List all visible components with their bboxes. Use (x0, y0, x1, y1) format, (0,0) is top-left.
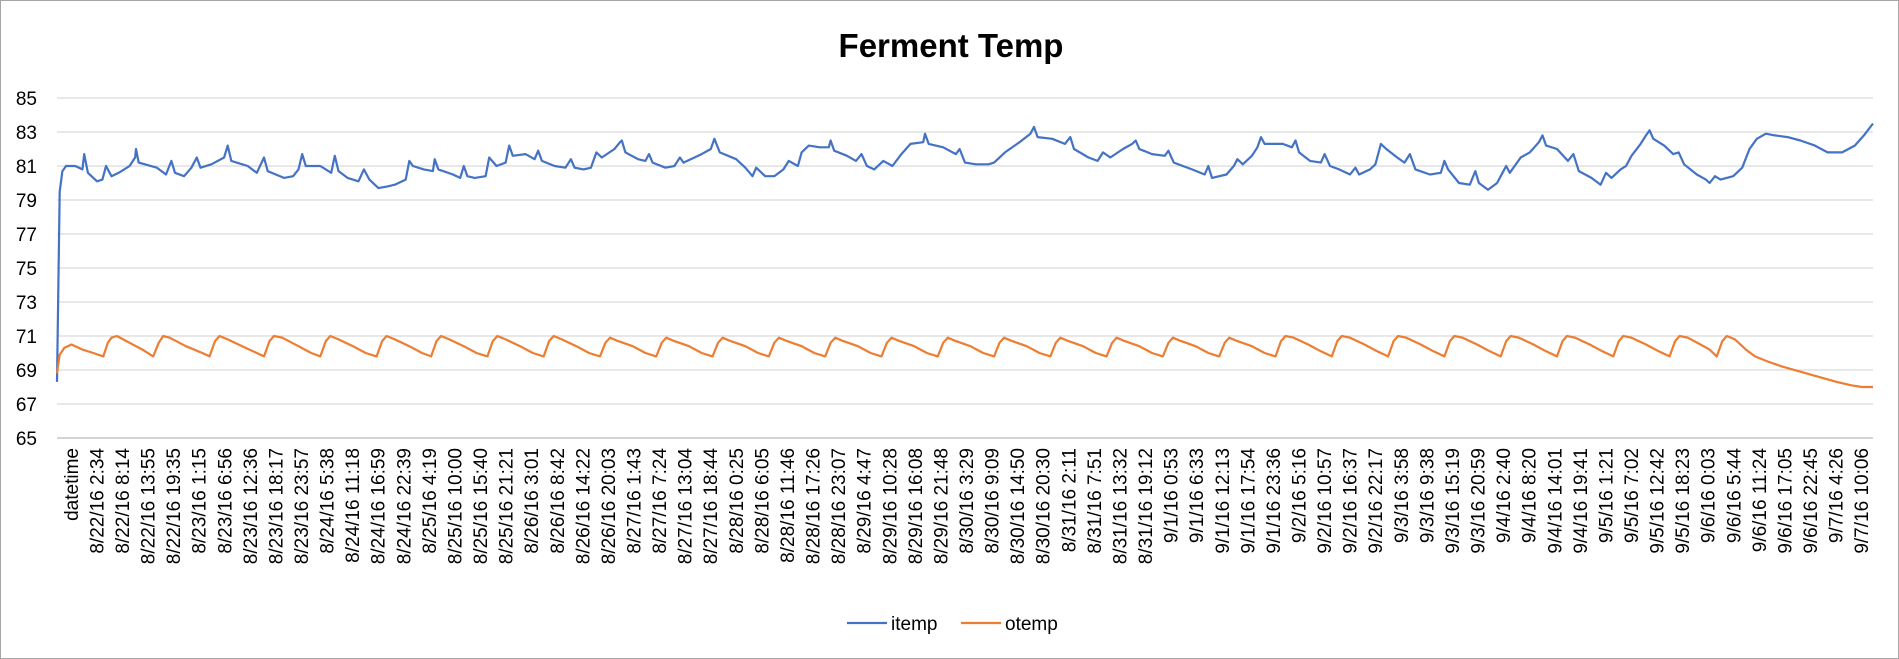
x-tick-label: 8/27/16 18:44 (701, 448, 722, 565)
x-tick-label: 8/23/16 6:56 (215, 448, 236, 554)
x-tick-label: 9/5/16 7:02 (1622, 448, 1643, 543)
x-tick-label: 8/31/16 2:11 (1059, 448, 1080, 552)
x-tick-label: 8/27/16 7:24 (650, 448, 671, 554)
x-tick-label: 8/28/16 11:46 (778, 448, 799, 563)
x-tick-label: 8/31/16 7:51 (1085, 448, 1106, 554)
x-tick-label: 9/1/16 0:53 (1162, 448, 1183, 543)
legend-label-otemp: otemp (1005, 614, 1058, 635)
x-tick-label: 8/22/16 19:35 (164, 448, 185, 564)
x-tick-label: 8/31/16 19:12 (1136, 448, 1157, 564)
x-tick-label: 9/6/16 17:05 (1775, 448, 1796, 554)
y-tick-label: 65 (16, 429, 37, 450)
x-tick-label: 9/2/16 10:57 (1315, 448, 1336, 554)
x-tick-label: 8/22/16 2:34 (87, 448, 108, 554)
x-tick-label: 8/27/16 1:43 (624, 448, 645, 554)
x-tick-label: 9/2/16 22:17 (1366, 448, 1387, 554)
x-tick-label: 8/29/16 10:28 (880, 448, 901, 564)
y-tick-label: 71 (16, 327, 37, 348)
x-tick-label: 9/6/16 5:44 (1724, 448, 1745, 544)
legend-label-itemp: itemp (891, 614, 937, 635)
y-tick-label: 81 (16, 157, 37, 178)
x-tick-label: 9/5/16 18:23 (1673, 448, 1694, 554)
legend: itemp otemp (847, 614, 1058, 635)
x-tick-label: 8/25/16 4:19 (420, 448, 441, 554)
y-tick-label: 73 (16, 293, 37, 314)
x-tick-label: 9/2/16 16:37 (1341, 448, 1362, 554)
x-tick-label: 8/30/16 3:29 (957, 448, 978, 554)
x-tick-label: 8/28/16 17:26 (804, 448, 825, 564)
x-tick-label: 8/24/16 16:59 (369, 448, 390, 564)
x-tick-label: 8/30/16 14:50 (1008, 448, 1029, 564)
x-tick-label: 8/28/16 0:25 (727, 448, 748, 554)
x-tick-label: 8/28/16 23:07 (829, 448, 850, 564)
x-tick-label: 9/1/16 12:13 (1213, 448, 1234, 554)
x-tick-label: 8/26/16 3:01 (522, 448, 543, 554)
series-line-otemp (55, 334, 1873, 389)
x-tick-label: 8/26/16 8:42 (548, 448, 569, 554)
x-tick-label: 9/7/16 10:06 (1852, 448, 1873, 554)
x-tick-label: 8/28/16 6:05 (752, 448, 773, 554)
x-tick-label: 9/4/16 19:41 (1571, 448, 1592, 554)
x-tick-label: 9/2/16 5:16 (1290, 448, 1311, 543)
x-tick-label: 8/29/16 21:48 (931, 448, 952, 564)
x-tick-label: 9/7/16 4:26 (1827, 448, 1848, 543)
x-tick-label: 9/3/16 3:58 (1392, 448, 1413, 543)
x-tick-label: 8/29/16 4:47 (855, 448, 876, 554)
y-tick-label: 77 (16, 225, 37, 246)
x-tick-label: 9/1/16 6:33 (1187, 448, 1208, 543)
y-tick-label: 85 (16, 89, 37, 110)
x-axis-ticks: datetime 8/22/16 2:34 8/22/16 8:14 8/22/16 … (62, 448, 1873, 565)
series-lines (55, 122, 1874, 389)
x-tick-label: 8/26/16 14:22 (573, 448, 594, 564)
x-tick-label: datetime (62, 448, 83, 521)
x-tick-label: 9/5/16 12:42 (1648, 448, 1669, 554)
x-tick-label: 9/3/16 15:19 (1443, 448, 1464, 554)
y-axis-ticks: 65 67 69 71 73 75 77 79 81 83 85 (16, 89, 37, 450)
x-tick-label: 8/31/16 13:32 (1110, 448, 1131, 564)
x-tick-label: 9/6/16 0:03 (1699, 448, 1720, 543)
y-tick-label: 79 (16, 191, 37, 212)
x-tick-label: 9/1/16 17:54 (1238, 448, 1259, 554)
x-tick-label: 9/4/16 8:20 (1520, 448, 1541, 543)
y-tick-label: 75 (16, 259, 37, 280)
x-tick-label: 8/24/16 22:39 (394, 448, 415, 564)
x-tick-label: 8/23/16 12:36 (241, 448, 262, 564)
x-tick-label: 8/30/16 20:30 (1034, 448, 1055, 564)
x-tick-label: 9/6/16 11:24 (1750, 448, 1771, 553)
x-tick-label: 8/22/16 8:14 (113, 448, 134, 554)
x-tick-label: 9/1/16 23:36 (1264, 448, 1285, 554)
x-tick-label: 8/27/16 13:04 (676, 448, 697, 565)
x-tick-label: 8/25/16 15:40 (471, 448, 492, 564)
x-tick-label: 8/23/16 18:17 (266, 448, 287, 564)
x-tick-label: 8/25/16 21:21 (497, 448, 518, 564)
x-tick-label: 8/30/16 9:09 (983, 448, 1004, 554)
x-tick-label: 9/3/16 20:59 (1469, 448, 1490, 554)
x-tick-label: 8/24/16 5:38 (318, 448, 339, 554)
y-tick-label: 69 (16, 361, 37, 382)
y-tick-label: 67 (16, 395, 37, 416)
series-line-itemp (55, 122, 1874, 382)
x-tick-label: 8/29/16 16:08 (906, 448, 927, 564)
x-tick-label: 8/26/16 20:03 (599, 448, 620, 564)
x-tick-label: 9/6/16 22:45 (1801, 448, 1822, 554)
x-tick-label: 9/5/16 1:21 (1596, 448, 1617, 543)
x-tick-label: 8/24/16 11:18 (343, 448, 364, 563)
x-tick-label: 8/22/16 13:55 (139, 448, 160, 564)
x-tick-label: 8/23/16 23:57 (292, 448, 313, 564)
x-tick-label: 9/4/16 2:40 (1494, 448, 1515, 543)
y-tick-label: 83 (16, 123, 37, 144)
gridlines (57, 97, 1873, 439)
chart-title: Ferment Temp (839, 27, 1064, 64)
x-tick-label: 9/3/16 9:38 (1417, 448, 1438, 543)
x-tick-label: 8/23/16 1:15 (190, 448, 211, 554)
x-tick-label: 9/4/16 14:01 (1545, 448, 1566, 554)
x-tick-label: 8/25/16 10:00 (445, 448, 466, 564)
